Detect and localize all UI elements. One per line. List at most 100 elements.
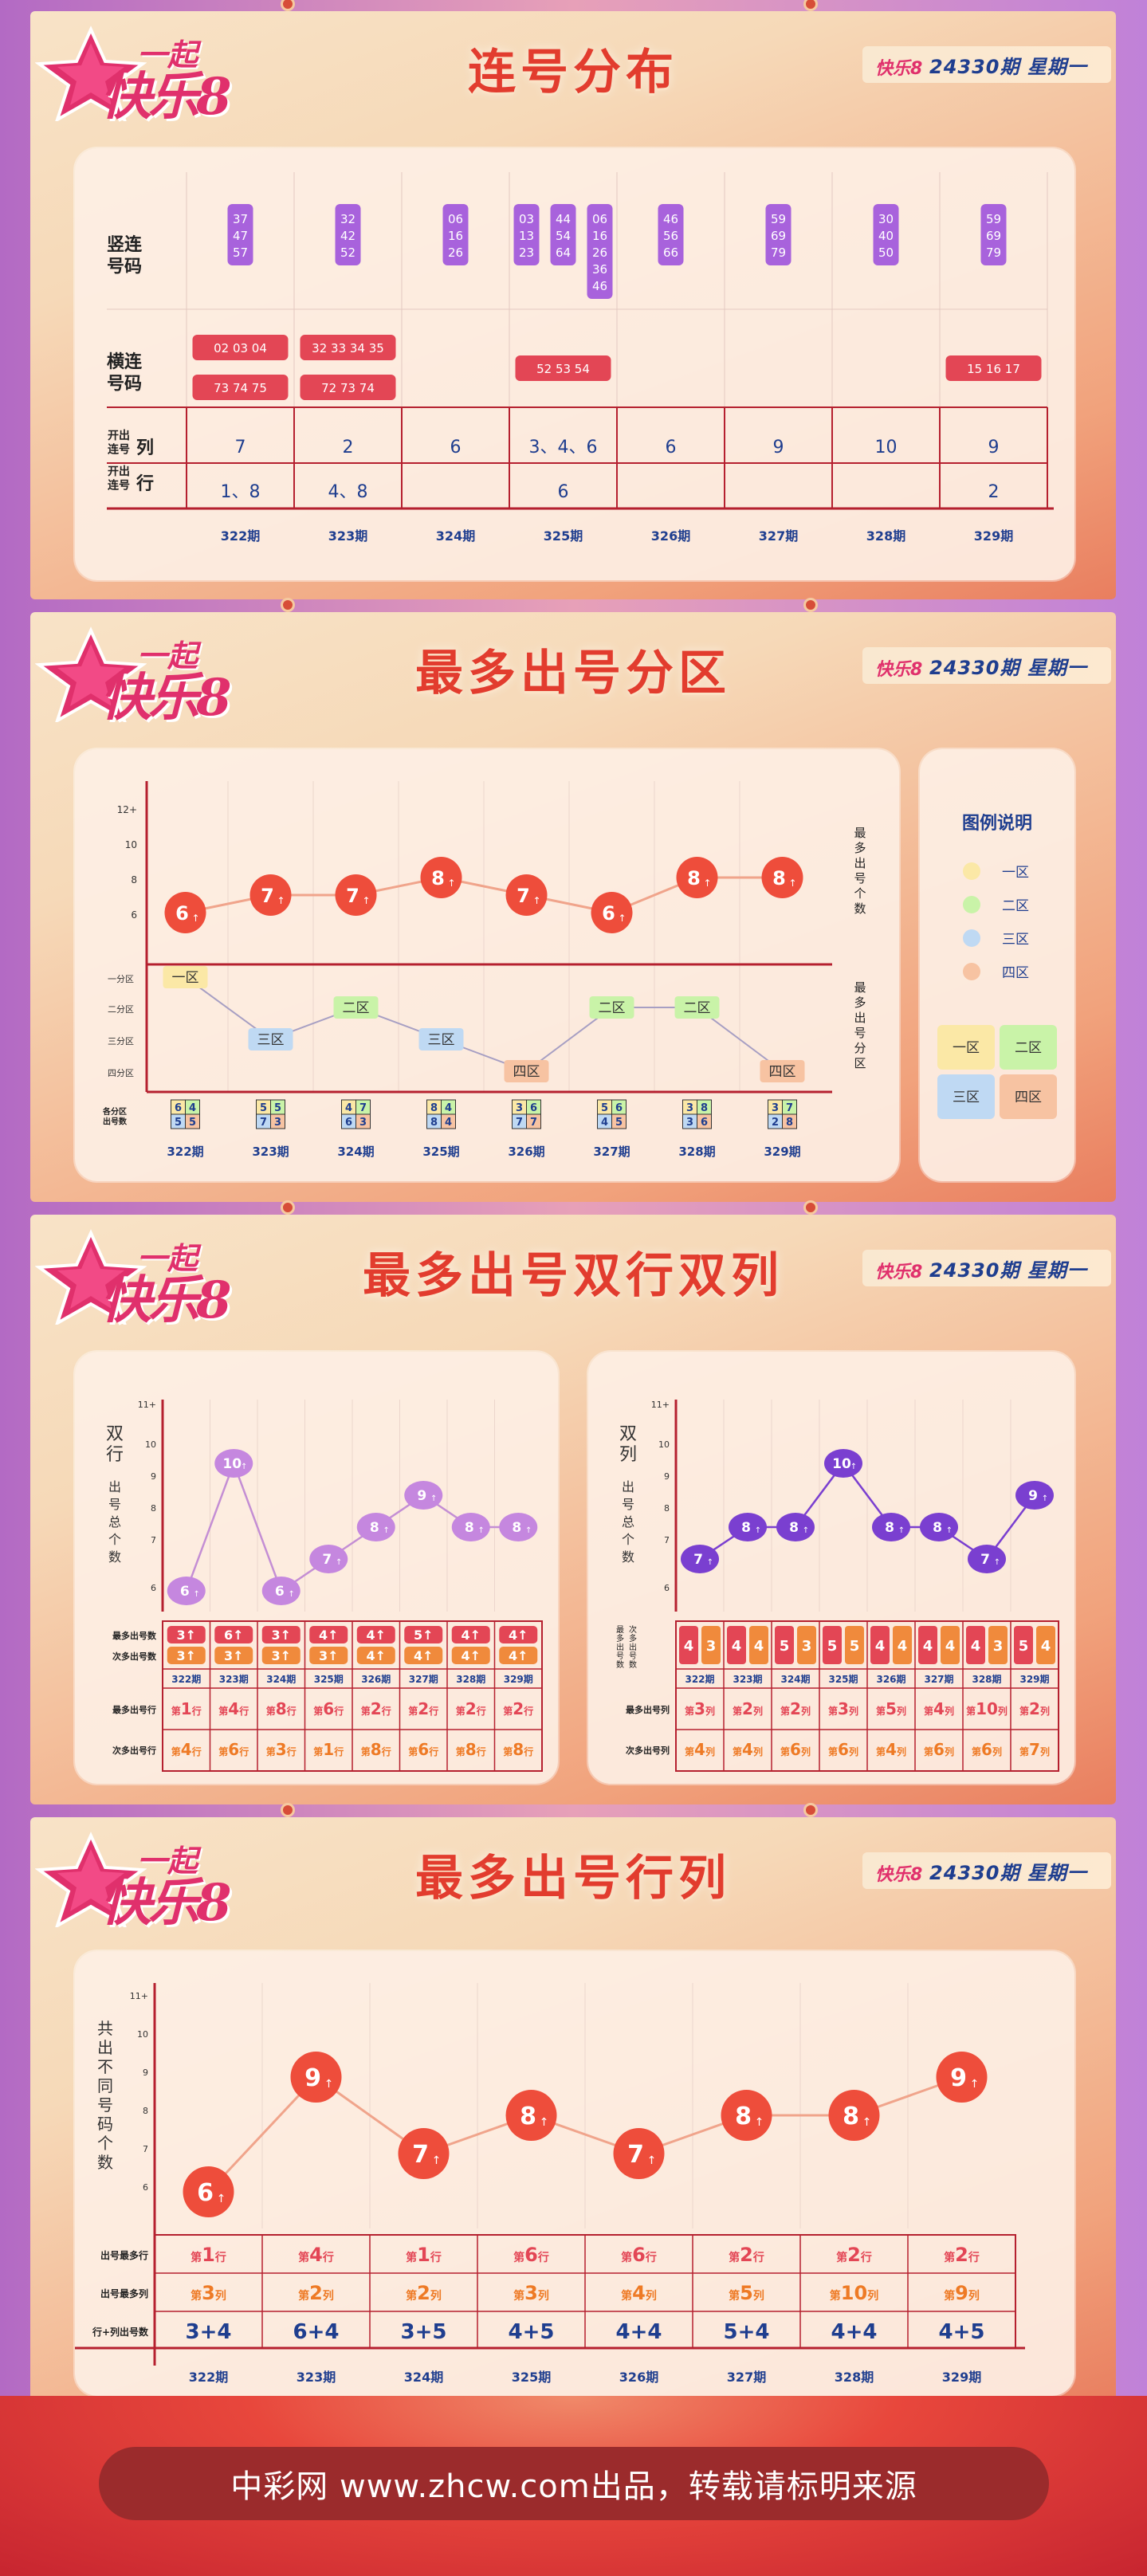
- up-arrow-icon: ↑: [525, 1526, 532, 1535]
- most-count-pill: [918, 1626, 937, 1664]
- period-label: 327期: [593, 1145, 630, 1159]
- sum-value: 3+4: [186, 2320, 232, 2344]
- row-label: 最多出号行: [112, 1704, 156, 1715]
- zone-count-value: 8: [430, 1117, 438, 1129]
- most-row-value: 第1行: [406, 2244, 442, 2266]
- y-tick-label: 6: [664, 1583, 670, 1593]
- second-count-value: 3: [802, 1638, 812, 1655]
- period-label: 326期: [508, 1145, 544, 1159]
- second-count-pill: [356, 1647, 395, 1664]
- value-label: 8: [465, 1520, 474, 1536]
- y-tick-label: 9: [664, 1471, 670, 1482]
- period-label: 325期: [828, 1673, 858, 1685]
- most-col-value: 第5列: [729, 2282, 764, 2304]
- brand-logo: 一起 快乐8: [35, 26, 258, 127]
- up-arrow-icon: ↑: [540, 2116, 549, 2129]
- most-count-pill: [261, 1626, 300, 1643]
- value-label: 7: [412, 2141, 429, 2169]
- brand-logo: 一起 快乐8: [35, 626, 258, 728]
- vertical-number: 16: [592, 229, 607, 243]
- vertical-pill: [550, 204, 576, 265]
- section-title: 最多出号双行双列: [363, 1248, 784, 1304]
- star-logo-icon: [35, 1229, 147, 1325]
- second-count-pill: [451, 1647, 490, 1664]
- row-label: 最多出号数: [616, 1625, 624, 1670]
- vertical-number: 69: [771, 229, 786, 243]
- zone-count-value: 3: [772, 1102, 779, 1114]
- issue-text: 24330期 星期一: [929, 1861, 1087, 1884]
- horizontal-number: 32 33 34 35: [312, 341, 384, 355]
- right-label-bottom: 最多出号分区: [854, 980, 866, 1070]
- zone-count-value: 4: [445, 1117, 452, 1129]
- period-label: 328期: [456, 1673, 485, 1685]
- most-count-pill: [775, 1626, 794, 1664]
- zone-tag-label: 一区: [172, 970, 199, 986]
- vertical-pill: [873, 204, 899, 265]
- value-label: 7: [693, 1552, 703, 1568]
- period-label: 329期: [764, 1145, 800, 1159]
- max-count-marker: [591, 892, 633, 933]
- most-count-value: 5: [827, 1638, 838, 1655]
- value-label: 9: [304, 2064, 321, 2092]
- up-arrow-icon: ↑: [289, 1590, 295, 1599]
- row-label: 出号最多列: [100, 2287, 148, 2299]
- vertical-number: 42: [340, 229, 355, 243]
- second-count-value: 4: [1041, 1638, 1051, 1655]
- y-tick-label: 11+: [138, 1400, 156, 1410]
- issue-text: 24330期 星期一: [929, 1259, 1087, 1282]
- most-count-value: 3↑: [176, 1628, 196, 1643]
- row-label-col: 开出连号: [108, 429, 130, 457]
- zone-count-value: 3: [686, 1102, 693, 1114]
- period-label: 328期: [972, 1673, 1001, 1685]
- up-arrow-icon: ↑: [194, 1590, 200, 1599]
- value-label: 6: [275, 1584, 285, 1600]
- most-col-value: 第9列: [944, 2282, 980, 2304]
- second-count-value: 4: [898, 1638, 908, 1655]
- vertical-number: 66: [663, 245, 678, 260]
- horizontal-number: 52 53 54: [536, 362, 590, 376]
- max-count-marker: [676, 857, 718, 898]
- period-label: 329期: [1019, 1673, 1049, 1685]
- row-value: 6: [558, 482, 569, 502]
- issue-badge: 快乐8 24330期 星期一: [862, 1250, 1111, 1286]
- value-label: 9: [950, 2064, 967, 2092]
- zone-tag-label: 四区: [769, 1064, 796, 1080]
- horizontal-pill: [515, 355, 611, 381]
- most-row-value: 第2行: [729, 2244, 764, 2266]
- zone-count-cell: [441, 1113, 456, 1129]
- zone-count-value: 7: [516, 1117, 523, 1129]
- value-label: 8: [843, 2103, 859, 2130]
- row-label: 出号最多行: [100, 2249, 148, 2261]
- value-marker: [872, 1513, 910, 1541]
- max-count-value: 6: [602, 902, 615, 925]
- sum-value: 4+5: [509, 2320, 555, 2344]
- max-count-value: 8: [687, 867, 701, 889]
- legend-grid-cell: [937, 1025, 995, 1070]
- up-arrow-icon: ↑: [447, 878, 455, 889]
- zone-tick-label: 二分区: [108, 1004, 134, 1015]
- value-label: 6: [197, 2179, 214, 2207]
- most-position: 第3列: [828, 1699, 858, 1718]
- second-count-pill: [404, 1647, 443, 1664]
- logo-text-small: 一起: [137, 638, 198, 673]
- bottom-label: 各分区出号数: [102, 1106, 128, 1127]
- period-label: 325期: [544, 528, 583, 544]
- vertical-number: 37: [233, 212, 248, 226]
- y-tick-label: 6: [151, 1583, 156, 1593]
- zone-count-cell: [526, 1113, 541, 1129]
- vertical-number: 46: [592, 279, 607, 293]
- most-count-value: 6↑: [224, 1628, 244, 1643]
- up-arrow-icon: ↑: [703, 878, 711, 889]
- y-tick-label: 11+: [130, 1991, 148, 2001]
- most-position: 第6行: [313, 1699, 344, 1718]
- logo-text-big: 快乐8: [100, 67, 232, 127]
- second-position: 第6列: [780, 1740, 811, 1759]
- y-tick-label: 12+: [117, 804, 137, 815]
- up-arrow-icon: ↑: [430, 1494, 437, 1503]
- vertical-number: 44: [556, 212, 571, 226]
- most-col-value: 第4列: [621, 2282, 657, 2304]
- issue-badge: 快乐8 24330期 星期一: [862, 647, 1111, 684]
- zone-count-value: 6: [530, 1102, 537, 1114]
- period-label: 323期: [297, 2370, 336, 2385]
